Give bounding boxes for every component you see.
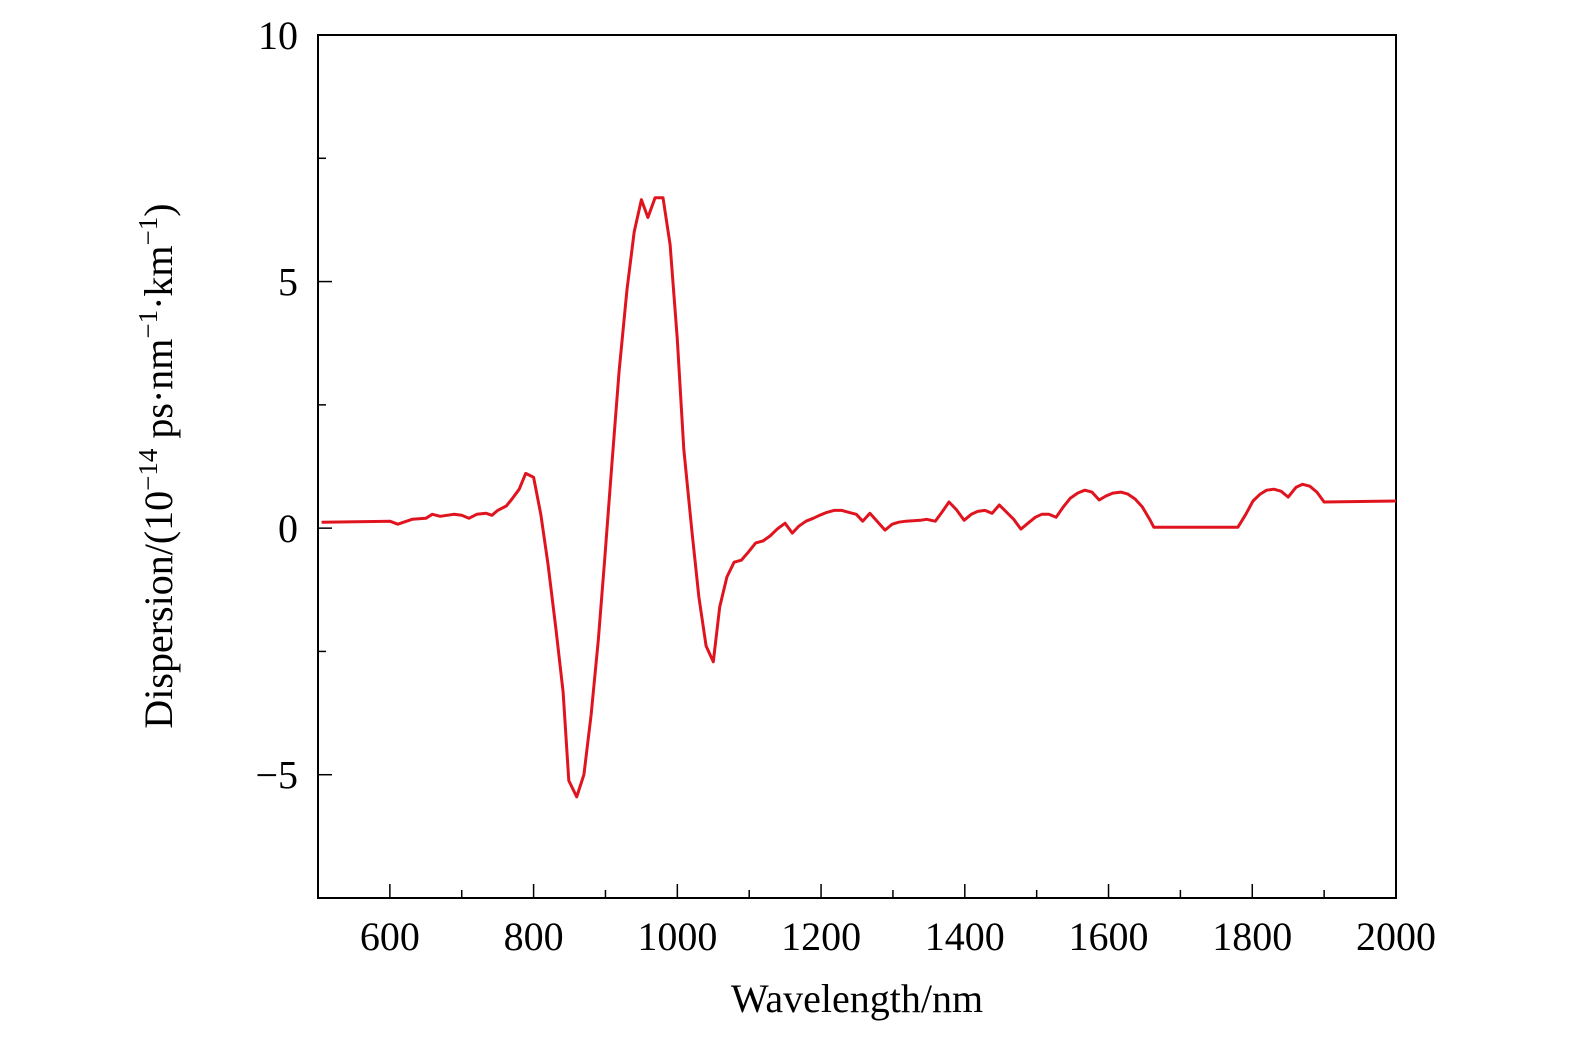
x-tick-label: 800 <box>504 914 564 959</box>
x-axis-label: Wavelength/nm <box>731 976 983 1021</box>
y-label-part: ·km <box>136 245 181 309</box>
x-tick-label: 2000 <box>1356 914 1436 959</box>
x-tick-label: 1600 <box>1069 914 1149 959</box>
y-tick-label: −5 <box>255 753 298 798</box>
data-line <box>321 196 1397 799</box>
y-tick-label: 5 <box>278 260 298 305</box>
y-label-part: ) <box>136 203 181 216</box>
x-tick-label: 1200 <box>781 914 861 959</box>
x-tick-label: 600 <box>360 914 420 959</box>
y-label-part: −1 <box>133 310 163 339</box>
y-label-part: Dispersion/(10 <box>136 491 181 729</box>
y-label-part: −14 <box>133 448 163 491</box>
y-label-part: ps·nm <box>136 339 181 449</box>
x-tick-label: 1400 <box>925 914 1005 959</box>
plot-frame <box>317 34 1397 899</box>
x-tick-label: 1800 <box>1212 914 1292 959</box>
x-tick-label: 1000 <box>637 914 717 959</box>
y-tick-label: 10 <box>258 13 298 58</box>
y-label-part: −1 <box>133 217 163 246</box>
y-axis-label: Dispersion/(10−14 ps·nm−1·km−1) <box>133 203 181 728</box>
y-tick-label: 0 <box>278 506 298 551</box>
